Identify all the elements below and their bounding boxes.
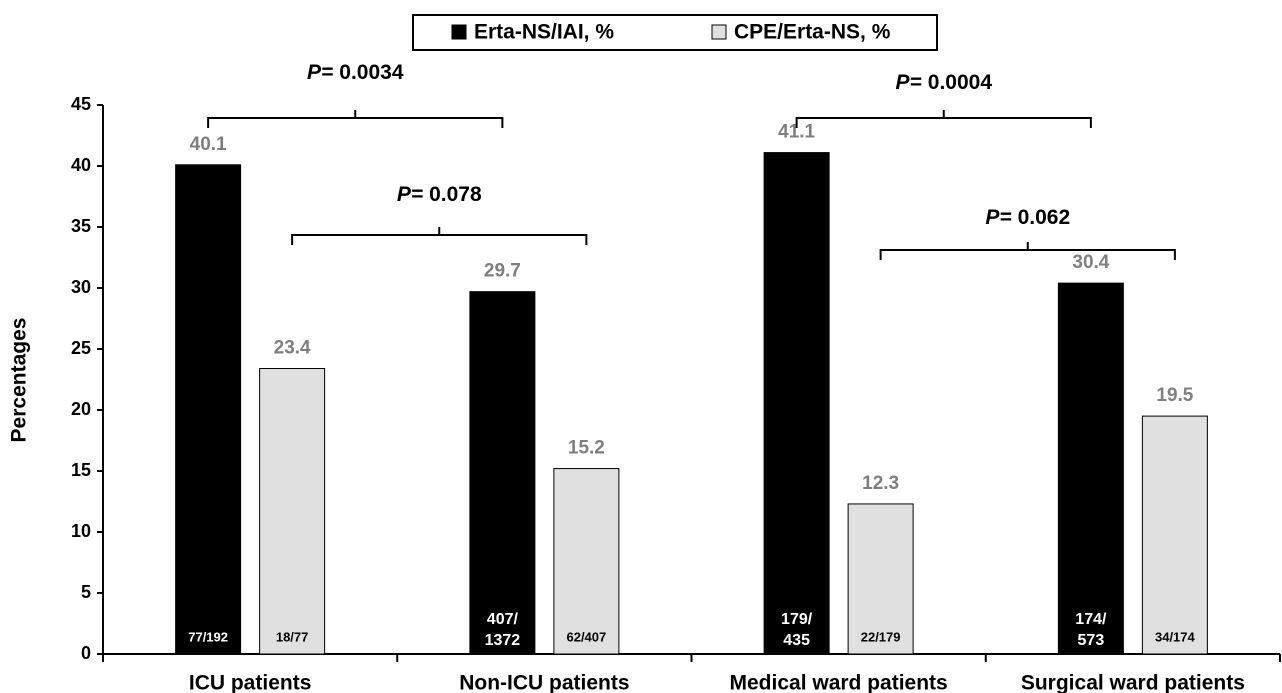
legend-label: CPE/Erta-NS, % bbox=[734, 21, 891, 44]
legend-swatch bbox=[451, 24, 467, 40]
bar-count-label: 407/ bbox=[487, 611, 519, 628]
bar-count-label: 573 bbox=[1078, 632, 1105, 649]
bar bbox=[1057, 282, 1124, 655]
bar bbox=[259, 368, 326, 655]
y-tick-label: 0 bbox=[81, 643, 91, 663]
value-label: 12.3 bbox=[862, 473, 899, 494]
bar bbox=[553, 468, 620, 655]
bar-count-label: 77/192 bbox=[188, 629, 228, 644]
x-tick-label: Medical ward patients bbox=[730, 672, 948, 693]
value-label: 19.5 bbox=[1156, 385, 1193, 406]
p-label: P= bbox=[895, 71, 921, 94]
p-value: P= 0.0034 bbox=[307, 61, 404, 84]
y-tick-label: 10 bbox=[71, 521, 91, 541]
y-tick-label: 35 bbox=[71, 216, 91, 236]
p-label: P= bbox=[397, 183, 423, 206]
x-tick-label: ICU patients bbox=[189, 672, 312, 693]
p-number: 0.078 bbox=[429, 183, 482, 206]
y-tick-label: 40 bbox=[71, 155, 91, 175]
x-tick-label: Surgical ward patients bbox=[1021, 672, 1245, 693]
p-label: P= bbox=[985, 206, 1011, 229]
p-label: P= bbox=[307, 61, 333, 84]
x-tick-label: Non-ICU patients bbox=[459, 672, 629, 693]
p-value: P= 0.078 bbox=[397, 183, 482, 206]
y-axis-label: Percentages bbox=[8, 318, 31, 443]
p-number: 0.0034 bbox=[339, 61, 404, 84]
value-label: 15.2 bbox=[568, 438, 605, 459]
y-tick-label: 20 bbox=[71, 399, 91, 419]
bar-count-label: 435 bbox=[783, 632, 810, 649]
y-tick-label: 30 bbox=[71, 277, 91, 297]
legend-box bbox=[412, 14, 938, 51]
significance-bracket bbox=[795, 110, 1092, 128]
value-label: 41.1 bbox=[778, 122, 815, 143]
y-tick-label: 25 bbox=[71, 338, 91, 358]
legend-swatch bbox=[711, 24, 727, 40]
bar-count-label: 34/174 bbox=[1155, 629, 1196, 644]
value-label: 29.7 bbox=[484, 261, 521, 282]
bar-count-label: 174/ bbox=[1075, 611, 1107, 628]
y-tick-label: 15 bbox=[71, 460, 91, 480]
bar bbox=[469, 291, 536, 655]
significance-bracket bbox=[291, 227, 588, 245]
bar-count-label: 22/179 bbox=[861, 629, 901, 644]
y-tick-label: 5 bbox=[81, 582, 91, 602]
p-number: 0.0004 bbox=[928, 71, 993, 94]
y-tick-label: 45 bbox=[71, 94, 91, 114]
bar bbox=[175, 164, 242, 655]
p-number: 0.062 bbox=[1018, 206, 1071, 229]
bar bbox=[763, 152, 830, 655]
bar-count-label: 62/407 bbox=[566, 629, 606, 644]
p-value: P= 0.0004 bbox=[895, 71, 992, 94]
bar-count-label: 1372 bbox=[485, 632, 521, 649]
significance-bracket bbox=[207, 110, 504, 128]
bar-count-label: 179/ bbox=[781, 611, 813, 628]
bar bbox=[847, 503, 914, 655]
legend-label: Erta-NS/IAI, % bbox=[474, 21, 614, 44]
bar bbox=[1141, 415, 1208, 655]
bar-count-label: 18/77 bbox=[276, 629, 309, 644]
value-label: 30.4 bbox=[1072, 252, 1109, 273]
value-label: 40.1 bbox=[190, 134, 227, 155]
value-label: 23.4 bbox=[274, 338, 311, 359]
p-value: P= 0.062 bbox=[985, 206, 1070, 229]
significance-bracket bbox=[879, 242, 1176, 260]
